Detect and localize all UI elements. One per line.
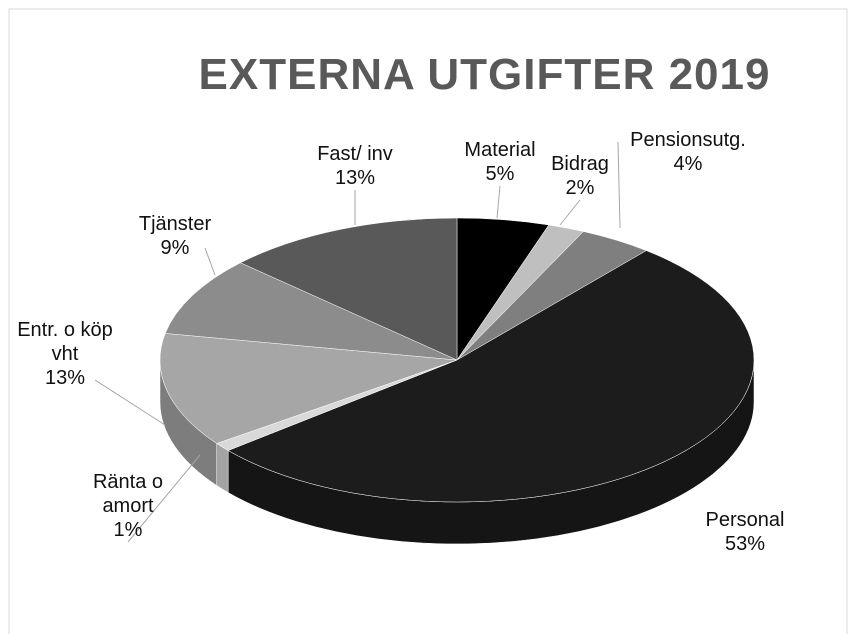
slice (159, 333, 458, 444)
leader-line (204, 247, 216, 276)
label-name: Fast/ inv (317, 143, 393, 165)
label-value: 13% (44, 367, 86, 389)
data-label: Tjänster 9% (125, 212, 225, 260)
data-label: Personal 53% (695, 508, 795, 556)
data-label: Ränta o amort 1% (78, 470, 178, 542)
data-label: Bidrag 2% (545, 152, 615, 200)
label-name: Bidrag (551, 153, 609, 175)
chart-title: EXTERNA UTGIFTER 2019 (198, 50, 771, 99)
leader-line (127, 454, 201, 543)
label-name: Pensionsutg. (630, 129, 746, 151)
leader-line (559, 199, 581, 226)
slice (164, 262, 458, 361)
label-value: 4% (673, 153, 703, 175)
leader-line (496, 185, 501, 219)
label-name: Material (464, 139, 536, 161)
slice (239, 217, 458, 361)
label-name: Personal (705, 509, 785, 531)
label-value: 13% (334, 167, 376, 189)
label-name: Entr. o köp vht (17, 319, 113, 365)
label-name: Ränta o amort (92, 471, 164, 517)
leader-line (617, 141, 621, 229)
slice-side (216, 443, 229, 493)
label-value: 5% (485, 163, 515, 185)
data-label: Material 5% (455, 138, 545, 186)
data-label: Entr. o köp vht 13% (5, 318, 125, 390)
label-value: 53% (724, 533, 766, 555)
data-label: Pensionsutg. 4% (613, 128, 763, 176)
label-value: 9% (160, 237, 190, 259)
label-value: 1% (113, 519, 143, 541)
slice (227, 250, 755, 503)
label-value: 2% (565, 177, 595, 199)
label-name: Tjänster (138, 213, 212, 235)
data-label: Fast/ inv 13% (305, 142, 405, 190)
leader-line (94, 379, 166, 426)
